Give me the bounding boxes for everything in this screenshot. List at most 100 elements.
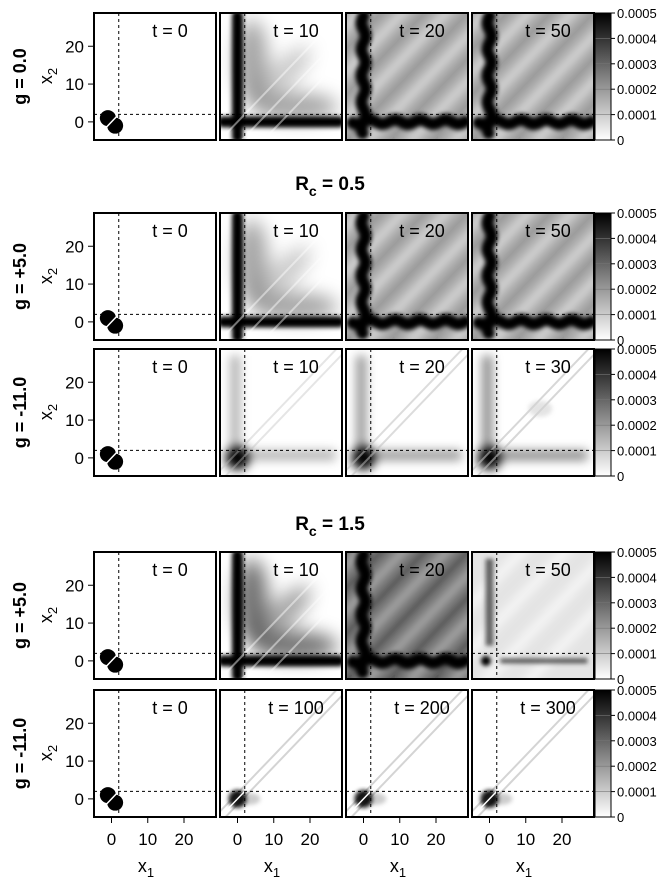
colorbar: 0.0005 0.0004 0.0003 0.0002 0.0001 0 — [594, 342, 657, 484]
panel-content — [94, 213, 216, 340]
y-axis-label-sub: 2 — [45, 268, 60, 275]
panel-frame — [93, 212, 217, 341]
x-axis-label: x1 — [516, 856, 532, 880]
panel-content — [472, 13, 594, 140]
panel-title: t = 0 — [152, 698, 188, 718]
diffuse-density — [236, 19, 338, 121]
x-tick-label: 0 — [359, 830, 368, 849]
edge-density — [225, 355, 336, 470]
panel-frame — [471, 12, 595, 141]
heatmap-panel: t = 10 — [219, 348, 343, 477]
diagonal-band — [224, 353, 342, 476]
density-blob — [107, 117, 124, 134]
panel-title: t = 10 — [273, 21, 319, 41]
y-tick-label: 0 — [75, 313, 84, 332]
panel-frame — [93, 689, 217, 818]
panel-title: t = 10 — [273, 357, 319, 377]
section-title-sub: c — [309, 183, 317, 199]
panel-title: t = 10 — [273, 221, 319, 241]
panel-content — [346, 349, 468, 476]
colorbar-tick-label: 0.0005 — [617, 6, 657, 21]
x-axis-label: x1 — [264, 856, 280, 880]
panel-title: t = 50 — [525, 221, 571, 241]
panel-title: t = 0 — [152, 560, 188, 580]
x-tick-label: 0 — [485, 830, 494, 849]
edge-density-vertical — [356, 355, 367, 466]
heatmap-panel: t = 200 0 10 20 x1 — [345, 689, 469, 880]
panel-frame — [345, 212, 469, 341]
panel-title: t = 100 — [268, 698, 324, 718]
edge-density — [346, 13, 468, 140]
y-tick-label: 20 — [65, 576, 84, 595]
density-cloud — [362, 792, 387, 805]
colorbar-tick-label: 0.0003 — [617, 596, 657, 611]
diagonal-band — [262, 595, 342, 679]
edge-density — [351, 355, 462, 470]
panel-title: t = 300 — [520, 698, 576, 718]
colorbar-tick-label: 0.0005 — [617, 683, 657, 698]
x-axis-label: x1 — [138, 856, 154, 880]
heatmap-panel: t = 10 — [219, 551, 343, 680]
diffuse-density — [236, 558, 338, 660]
panel-content — [220, 690, 342, 817]
diagonal-band — [350, 353, 468, 476]
panel-title: t = 20 — [399, 21, 445, 41]
y-axis-label-main: x — [36, 752, 56, 761]
diagonal-band — [472, 552, 571, 655]
y-tick-label: 20 — [65, 237, 84, 256]
diagonal-stripes — [472, 552, 594, 679]
diagonal-band — [481, 561, 594, 679]
x-axis-label-main: x — [390, 856, 399, 876]
row-label: g = +5.0 — [10, 582, 30, 649]
y-axis-label: x2 — [36, 268, 60, 284]
x-axis-label-main: x — [138, 856, 147, 876]
density-blob — [480, 655, 491, 666]
x-axis-label-main: x — [264, 856, 273, 876]
panel-content — [472, 213, 594, 340]
edge-density-horizontal — [356, 450, 462, 461]
diagonal-band — [346, 552, 385, 592]
diagonal-band — [472, 213, 490, 232]
colorbar-frame — [594, 551, 612, 680]
x-tick-label: 0 — [107, 830, 116, 849]
x-axis-label-sub: 1 — [525, 865, 532, 880]
colorbar-tick-label: 0.0004 — [617, 231, 657, 246]
colorbar-tick-label: 0.0001 — [617, 308, 657, 323]
colorbar-tick-label: 0.0003 — [617, 257, 657, 272]
diagonal-band — [220, 13, 342, 140]
section-title-main: R — [295, 174, 309, 195]
y-tick-label: 0 — [75, 652, 84, 671]
x-tick-label: 20 — [427, 830, 446, 849]
panel-content — [94, 690, 216, 817]
x-axis-label: x1 — [390, 856, 406, 880]
panel-content — [346, 13, 468, 140]
colorbar-frame — [594, 348, 612, 477]
colorbar-tick-label: 0 — [617, 672, 624, 687]
diagonal-band — [524, 606, 594, 679]
diagonal-band — [240, 234, 342, 340]
colorbar: 0.0005 0.0004 0.0003 0.0002 0.0001 0 — [594, 6, 657, 148]
colorbar-tick-label: 0.0002 — [617, 759, 657, 774]
panel-frame — [345, 348, 469, 477]
section-title-suffix: = 0.5 — [317, 174, 365, 195]
edge-density-horizontal — [230, 450, 336, 461]
y-axis-label: x2 — [36, 745, 60, 761]
panel-frame — [471, 348, 595, 477]
x-tick-label: 10 — [264, 830, 283, 849]
colorbar-tick-label: 0.0002 — [617, 418, 657, 433]
y-tick-label: 10 — [65, 614, 84, 633]
diagonal-band — [472, 13, 534, 78]
panel-title: t = 50 — [525, 21, 571, 41]
panel-title: t = 0 — [152, 221, 188, 241]
y-axis-label-sub: 2 — [45, 404, 60, 411]
colorbar-gradient — [595, 13, 611, 140]
panel-content — [472, 349, 594, 476]
density-blob — [477, 445, 502, 470]
